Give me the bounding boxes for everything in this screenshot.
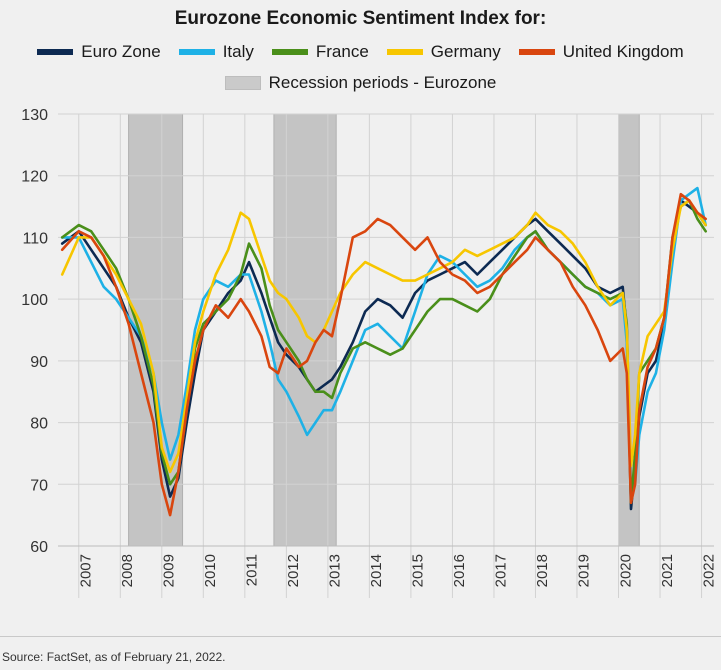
legend-swatch-recession bbox=[224, 76, 261, 90]
legend-label-italy: Italy bbox=[222, 42, 254, 61]
legend-label-recession: Recession periods - Eurozone bbox=[268, 73, 497, 92]
legend-item-germany: Germany bbox=[386, 42, 501, 62]
legend-label-germany: Germany bbox=[430, 42, 501, 61]
legend-recession: Recession periods - Eurozone bbox=[0, 73, 721, 93]
x-axis-tick-labels: 2007 2008 2009 2010 2011 2012 2013 2014 2015 2016… bbox=[78, 554, 718, 587]
x-tick-label-2012: 2012 bbox=[285, 554, 302, 587]
legend-item-united-kingdom: United Kingdom bbox=[518, 42, 684, 62]
y-tick-label-70: 70 bbox=[30, 477, 48, 494]
footer-divider bbox=[0, 636, 721, 637]
x-tick-label-2009: 2009 bbox=[161, 554, 178, 587]
source-note: Source: FactSet, as of February 21, 2022… bbox=[2, 650, 226, 664]
x-tick-label-2021: 2021 bbox=[659, 554, 676, 587]
x-tick-label-2022: 2022 bbox=[700, 554, 717, 587]
x-tick-label-2013: 2013 bbox=[327, 554, 344, 587]
y-tick-label-100: 100 bbox=[21, 292, 48, 309]
legend-item-recession: Recession periods - Eurozone bbox=[224, 73, 497, 93]
x-tick-label-2019: 2019 bbox=[576, 554, 593, 587]
y-tick-label-60: 60 bbox=[30, 539, 48, 556]
series-lines bbox=[60, 186, 708, 517]
y-tick-label-110: 110 bbox=[22, 230, 48, 247]
line-chart: 60 70 80 90 100 110 120 130 2007 2008 2009 2010 201… bbox=[21, 107, 718, 598]
y-tick-label-130: 130 bbox=[21, 107, 48, 124]
legend-item-italy: Italy bbox=[178, 42, 254, 62]
x-tick-label-2018: 2018 bbox=[534, 554, 551, 587]
legend-item-euro-zone: Euro Zone bbox=[37, 42, 161, 62]
chart-title: Eurozone Economic Sentiment Index for: bbox=[174, 8, 547, 29]
legend-swatch-italy bbox=[178, 49, 215, 55]
x-tick-label-2008: 2008 bbox=[119, 554, 136, 587]
y-tick-label-80: 80 bbox=[30, 416, 48, 433]
legend-swatch-euro-zone bbox=[37, 49, 74, 55]
y-tick-label-90: 90 bbox=[30, 354, 48, 371]
x-tick-label-2017: 2017 bbox=[493, 554, 510, 587]
y-tick-label-120: 120 bbox=[21, 169, 48, 186]
x-tick-label-2007: 2007 bbox=[78, 554, 95, 587]
y-axis-tick-labels: 60 70 80 90 100 110 120 130 bbox=[21, 107, 48, 556]
legend: Euro Zone Italy France Germany United Ki… bbox=[0, 42, 721, 62]
legend-label-united-kingdom: United Kingdom bbox=[562, 42, 684, 61]
gridlines bbox=[58, 113, 714, 598]
x-tick-label-2010: 2010 bbox=[202, 554, 219, 587]
legend-swatch-united-kingdom bbox=[518, 49, 555, 55]
legend-swatch-france bbox=[271, 49, 308, 55]
legend-label-euro-zone: Euro Zone bbox=[81, 42, 161, 61]
x-tick-label-2016: 2016 bbox=[451, 554, 468, 587]
legend-item-france: France bbox=[271, 42, 369, 62]
x-tick-label-2015: 2015 bbox=[410, 554, 427, 587]
x-tick-label-2020: 2020 bbox=[617, 554, 634, 587]
legend-label-france: France bbox=[315, 42, 369, 61]
x-tick-label-2011: 2011 bbox=[244, 554, 261, 586]
x-tick-label-2014: 2014 bbox=[368, 554, 385, 587]
legend-swatch-germany bbox=[386, 49, 423, 55]
series-line-united-kingdom bbox=[60, 192, 708, 517]
